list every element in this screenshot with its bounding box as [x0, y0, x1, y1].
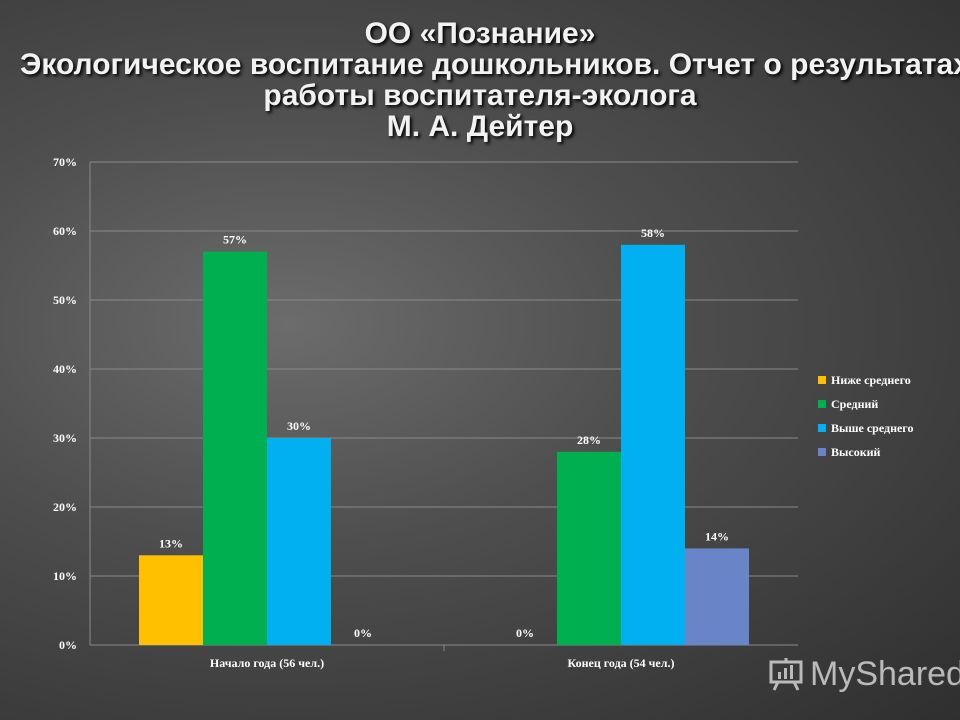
watermark: MyShared [768, 652, 960, 696]
legend-item-average: Средний [818, 392, 913, 416]
data-label: 58% [641, 226, 665, 240]
y-tick-label: 70% [53, 155, 77, 169]
legend-item-below-average: Ниже среднего [818, 368, 913, 392]
bar [621, 244, 685, 646]
bar [203, 251, 267, 645]
y-tick-label: 60% [53, 224, 77, 238]
legend-swatch [818, 376, 826, 384]
legend-label: Средний [831, 396, 879, 411]
data-label: 14% [705, 529, 729, 543]
x-category-label: Начало года (56 чел.) [210, 656, 324, 670]
data-label: 30% [287, 419, 311, 433]
legend-swatch [818, 448, 826, 456]
legend-label: Ниже среднего [831, 372, 911, 387]
data-label: 0% [516, 626, 534, 640]
x-category-label: Конец года (54 чел.) [568, 656, 675, 670]
data-labels: 13% 57% 30% 0% 0% 28% 58% 14% [159, 226, 729, 640]
title-line-1: ОО «Познание» [364, 17, 596, 50]
title-line-3: работы воспитателя-эколога [263, 79, 697, 112]
y-tick-label: 20% [53, 500, 77, 514]
y-tick-label: 30% [53, 431, 77, 445]
y-tick-label: 10% [53, 569, 77, 583]
title-line-2: Экологическое воспитание дошкольников. О… [20, 48, 960, 81]
bar [685, 548, 749, 645]
data-label: 57% [223, 233, 247, 247]
legend-swatch [818, 424, 826, 432]
legend-swatch [818, 400, 826, 408]
data-label: 13% [159, 536, 183, 550]
watermark-text: MyShared [810, 654, 960, 693]
bar [139, 555, 203, 645]
data-label: 0% [354, 626, 372, 640]
y-axis-ticks: 0% 10% 20% 30% 40% 50% 60% 70% [53, 155, 77, 652]
slide-title: ОО «Познание» Экологическое воспитание д… [20, 17, 960, 143]
y-tick-label: 40% [53, 362, 77, 376]
legend-label: Высокий [831, 444, 881, 459]
title-line-4: М. А. Дейтер [386, 110, 574, 143]
legend-item-high: Высокий [818, 440, 913, 464]
data-label: 28% [577, 433, 601, 447]
y-tick-label: 0% [59, 638, 77, 652]
bar [267, 438, 331, 645]
bars [139, 244, 749, 646]
legend-item-above-average: Выше среднего [818, 416, 913, 440]
bar [557, 451, 621, 645]
legend-label: Выше среднего [831, 420, 914, 435]
presentation-board-icon [769, 658, 803, 691]
y-tick-label: 50% [53, 293, 77, 307]
chart-legend: Ниже среднего Средний Выше среднего Высо… [818, 368, 913, 464]
x-axis-categories: Начало года (56 чел.) Конец года (54 чел.… [210, 656, 675, 670]
